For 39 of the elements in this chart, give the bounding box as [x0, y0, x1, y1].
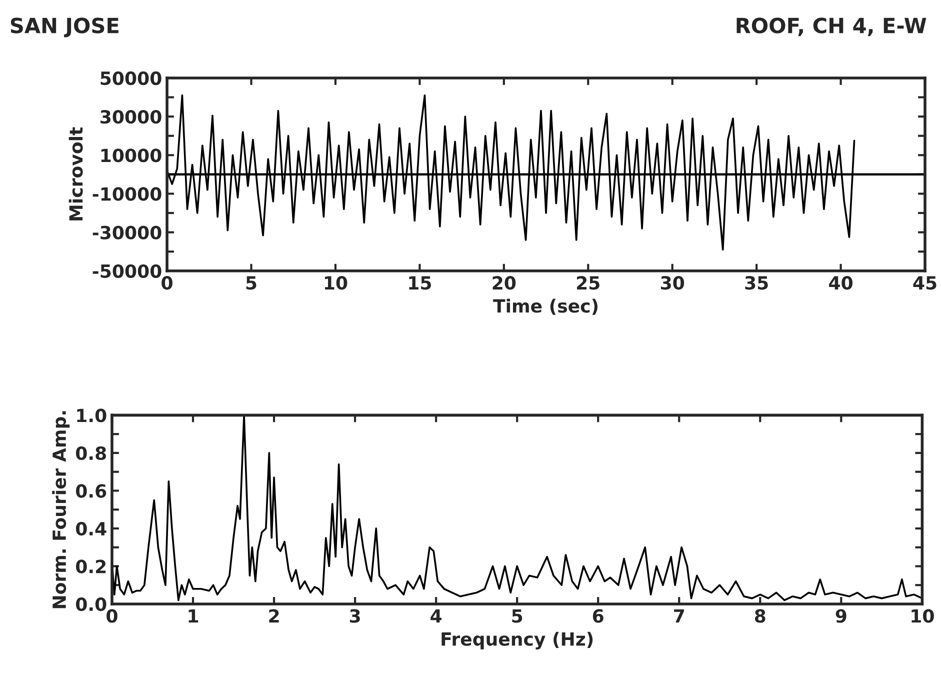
x-tick-label: 30	[660, 276, 684, 290]
text: ROOF, CH 4, E-W	[736, 18, 926, 36]
y-tick-label: 1.0	[77, 408, 106, 422]
x-tick-label: 5	[512, 609, 522, 623]
y-tick-label: 0.6	[76, 484, 106, 498]
x-tick-label: 2	[269, 609, 279, 623]
text: SAN JOSE	[10, 18, 118, 38]
x-tick-label: 40	[829, 276, 852, 290]
x-tick-label: 9	[836, 609, 846, 623]
x-tick-label: 20	[492, 276, 516, 290]
x-tick-label: 25	[576, 276, 600, 290]
y-tick-label: -50000	[92, 264, 162, 278]
y-tick-label: 30000	[100, 110, 162, 124]
y-axis-title: Microvolt	[68, 127, 83, 220]
y-axis-title: Norm. Fourier Amp.	[52, 411, 70, 608]
y-tick-label: 50000	[100, 71, 162, 86]
x-tick-label: 35	[745, 276, 768, 290]
y-tick-label: -30000	[92, 226, 162, 240]
x-tick-label: 3	[350, 609, 360, 623]
x-tick-label: 7	[674, 609, 684, 623]
x-tick-label: 8	[754, 609, 766, 623]
y-tick-label: 0.0	[76, 597, 106, 612]
x-tick-label: 5	[246, 276, 256, 290]
x-axis-title: Time (sec)	[493, 298, 598, 315]
x-tick-label: 15	[409, 276, 431, 290]
x-tick-label: 10	[324, 276, 348, 290]
x-axis-title: Frequency (Hz)	[442, 632, 593, 650]
x-tick-label: 10	[912, 609, 934, 623]
y-tick-label: 0.8	[76, 446, 106, 460]
x-tick-label: 45	[913, 276, 936, 290]
y-tick-label: 0.2	[76, 560, 106, 574]
x-tick-label: 6	[592, 609, 604, 623]
x-tick-label: 4	[430, 609, 442, 623]
x-tick-label: 0	[106, 609, 118, 623]
y-tick-label: 0.4	[76, 522, 106, 536]
y-tick-label: 10000	[101, 148, 162, 162]
x-tick-label: 0	[162, 276, 172, 290]
y-tick-label: -10000	[92, 187, 162, 201]
x-tick-label: 1	[188, 609, 198, 623]
